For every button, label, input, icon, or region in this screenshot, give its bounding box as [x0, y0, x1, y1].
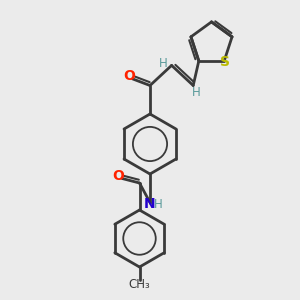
- Text: O: O: [124, 70, 136, 83]
- Text: H: H: [159, 57, 168, 70]
- Text: H: H: [192, 85, 201, 99]
- Text: S: S: [220, 55, 230, 69]
- Text: H: H: [154, 197, 163, 211]
- Text: O: O: [112, 169, 124, 182]
- Text: N: N: [144, 197, 155, 211]
- Text: CH₃: CH₃: [129, 278, 150, 292]
